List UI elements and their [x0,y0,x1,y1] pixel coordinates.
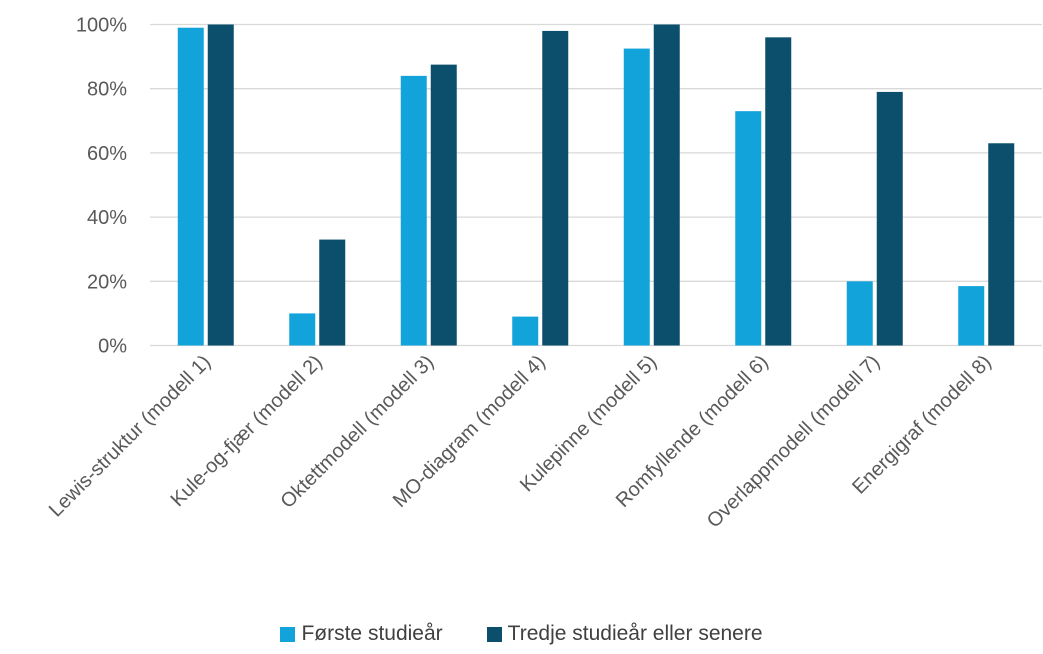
y-axis-ticks: 0% 20% 40% 60% 80% 100% [76,15,127,358]
legend: Første studieår Tredje studieår eller se… [0,619,1043,649]
bar-series-2-7 [876,91,903,346]
bar-series-1-1 [177,27,204,346]
legend-swatch [486,626,502,642]
legend-item-series-2: Tredje studieår eller senere [486,622,763,646]
y-tick-label: 40% [87,207,127,229]
bar-series-2-6 [765,37,792,346]
y-tick-label: 100% [76,15,127,37]
bar-series-2-1 [207,24,234,346]
bars [177,24,1015,346]
bar-series-1-3 [400,75,427,346]
legend-label: Første studieår [301,622,443,645]
bar-series-1-6 [735,111,762,346]
legend-item-series-1: Første studieår [280,622,443,646]
bar-series-1-5 [623,48,650,346]
y-tick-label: 80% [87,79,127,101]
y-tick-label: 60% [87,143,127,165]
gridlines [150,23,1042,347]
y-tick-label: 20% [87,271,127,293]
legend-label: Tredje studieår eller senere [507,622,763,645]
bar-series-1-7 [846,281,873,346]
bar-series-1-2 [289,313,316,346]
bar-series-1-8 [958,286,985,346]
bar-series-2-2 [319,239,346,346]
bar-series-2-8 [988,143,1015,346]
y-tick-label: 0% [98,336,127,358]
bar-series-2-5 [653,24,680,346]
x-axis-labels: Lewis-struktur (modell 1)Kule-og-fjær (m… [45,351,996,532]
bar-series-2-3 [430,64,457,346]
bar-series-1-4 [512,316,539,346]
bar-series-2-4 [542,30,569,346]
legend-swatch [280,626,296,642]
